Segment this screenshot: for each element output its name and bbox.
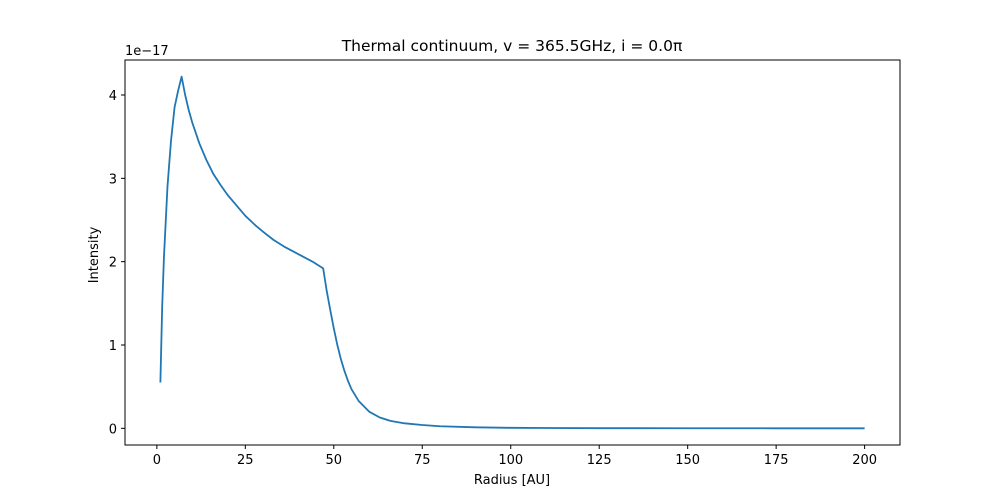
x-tick-label: 125 <box>587 453 612 468</box>
y-tick-label: 2 <box>109 256 117 271</box>
y-tick-label: 3 <box>109 172 117 187</box>
x-tick-label: 75 <box>414 453 431 468</box>
y-axis-label: Intensity <box>87 226 102 283</box>
y-tick-label: 0 <box>109 422 117 437</box>
y-offset-text: 1e−17 <box>125 44 169 59</box>
x-tick-label: 150 <box>675 453 700 468</box>
y-tick-label: 4 <box>109 89 117 104</box>
x-tick-label: 0 <box>153 453 161 468</box>
x-tick-label: 200 <box>852 453 877 468</box>
y-tick-label: 1 <box>109 339 117 354</box>
chart-title: Thermal continuum, v = 365.5GHz, i = 0.0… <box>341 37 683 55</box>
x-tick-label: 175 <box>764 453 789 468</box>
series-line-0 <box>159 75 865 430</box>
x-axis-label: Radius [AU] <box>474 473 550 488</box>
axes-frame <box>124 59 901 446</box>
x-tick-label: 25 <box>237 453 254 468</box>
x-tick-label: 100 <box>498 453 523 468</box>
plot-area: 0 25 50 75 100 125 150 175 200 0 1 2 3 4 <box>109 59 901 468</box>
x-tick-label: 50 <box>326 453 343 468</box>
